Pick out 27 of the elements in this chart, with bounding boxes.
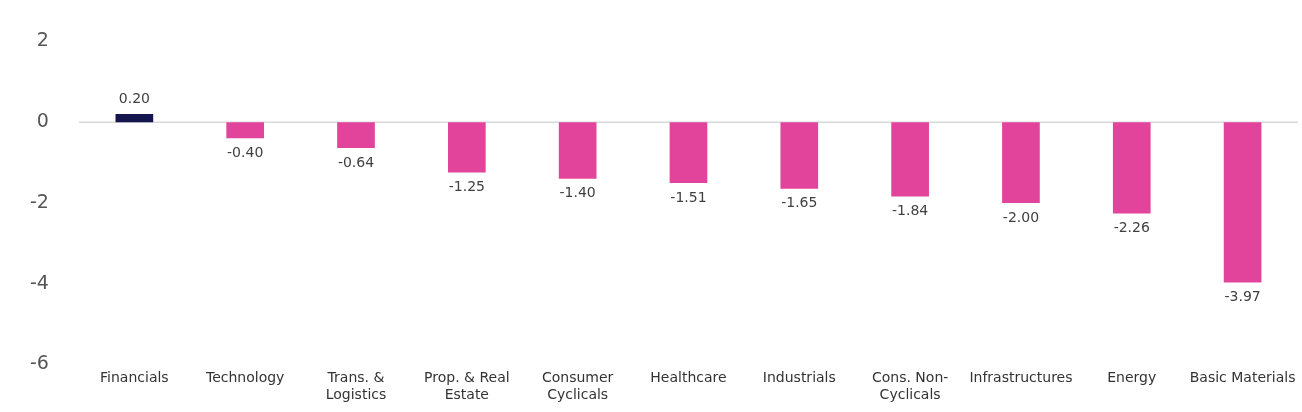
data-label: -1.65 [781,194,818,211]
data-label: -1.84 [892,202,929,219]
y-tick-label: -2 [29,189,49,212]
data-label: -3.97 [1224,288,1261,305]
y-tick-label: 0 [36,109,49,132]
x-tick-label: Infrastructures [969,369,1073,386]
data-label: -1.51 [670,188,707,205]
data-label: -1.40 [559,184,596,201]
x-tick-label: Healthcare [650,369,727,386]
x-tick-label: Trans. & Logistics [325,369,387,403]
data-label: -2.26 [1113,219,1150,236]
x-tick-label: Financials [100,369,169,386]
x-tick-label: Technology [204,369,285,386]
data-label: -2.00 [1002,208,1040,225]
x-tick-label: Industrials [762,369,836,386]
y-tick-label: 2 [36,28,49,51]
x-tick-label: Energy [1107,369,1157,386]
data-label: -1.25 [448,178,485,195]
x-tick-label: Consumer Cyclicals [541,369,614,403]
x-tick-label: Basic Materials [1189,369,1296,386]
data-label: 0.20 [118,89,150,106]
x-tick-label: Cons. Non-Cyclicals [871,369,949,403]
x-tick-label: Prop. & Real Estate [424,369,510,403]
data-label: -0.64 [337,153,375,170]
y-tick-label: -6 [29,351,49,374]
y-tick-label: -4 [29,270,49,293]
data-label: -0.40 [227,143,264,160]
